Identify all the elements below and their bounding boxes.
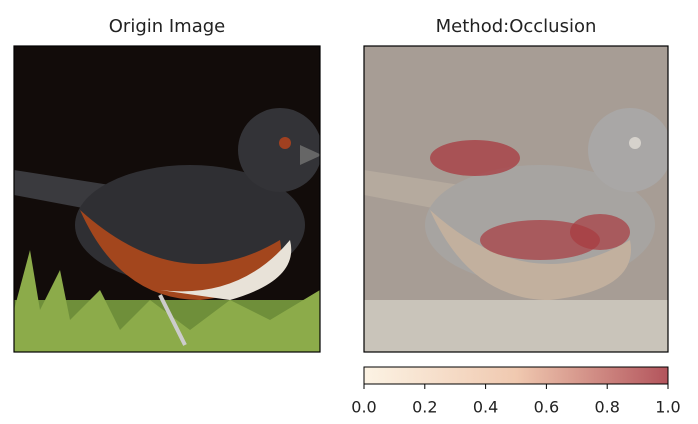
panel-title: Origin Image	[109, 16, 226, 37]
tick-label: 0.2	[412, 398, 437, 417]
frame	[363, 45, 669, 353]
attribution-image	[364, 46, 668, 352]
tick-label: 1.0	[655, 398, 680, 417]
tick-label: 0.8	[594, 398, 619, 417]
tick-label: 0.0	[351, 398, 376, 417]
panel-title: Method:Occlusion	[436, 16, 597, 37]
tick-label: 0.6	[534, 398, 559, 417]
colorbar	[363, 366, 669, 385]
origin-image	[14, 46, 320, 352]
frame	[13, 45, 321, 353]
tick-label: 0.4	[473, 398, 498, 417]
